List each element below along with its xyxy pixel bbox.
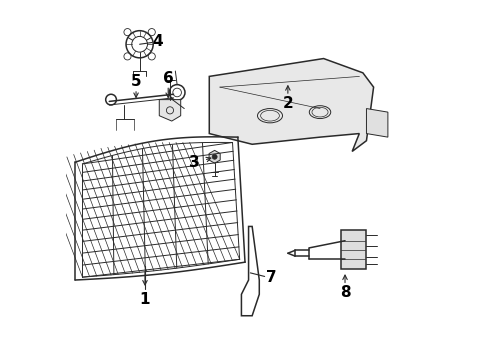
Text: 7: 7 [267, 270, 277, 285]
Polygon shape [209, 150, 220, 163]
Circle shape [212, 154, 217, 159]
Text: 1: 1 [140, 292, 150, 307]
Text: 3: 3 [189, 156, 199, 170]
Polygon shape [367, 109, 388, 137]
Text: 4: 4 [152, 34, 163, 49]
Polygon shape [209, 59, 373, 152]
Text: 2: 2 [283, 96, 293, 111]
Text: 6: 6 [163, 71, 173, 86]
Polygon shape [159, 100, 181, 121]
Text: 5: 5 [131, 74, 141, 89]
Polygon shape [342, 230, 367, 269]
Text: 8: 8 [340, 285, 350, 300]
